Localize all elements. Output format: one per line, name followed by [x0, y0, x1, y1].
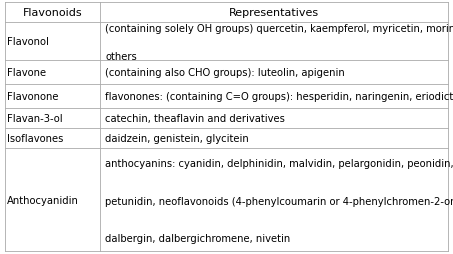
Text: Flavone: Flavone [7, 68, 46, 78]
Text: Representatives: Representatives [229, 8, 319, 18]
Text: Anthocyanidin: Anthocyanidin [7, 195, 79, 205]
Text: flavonones: (containing C=O groups): hesperidin, naringenin, eriodictyol: flavonones: (containing C=O groups): hes… [106, 91, 453, 101]
Text: Flavonone: Flavonone [7, 91, 59, 101]
Text: Flavan-3-ol: Flavan-3-ol [7, 113, 63, 123]
Text: daidzein, genistein, glycitein: daidzein, genistein, glycitein [106, 133, 249, 143]
Text: Flavonoids: Flavonoids [23, 8, 82, 18]
Text: petunidin, neoflavonoids (4-phenylcoumarin or 4-phenylchromen-2-one):: petunidin, neoflavonoids (4-phenylcoumar… [106, 196, 453, 206]
Text: (containing solely OH groups) quercetin, kaempferol, myricetin, morin and: (containing solely OH groups) quercetin,… [106, 24, 453, 34]
Text: anthocyanins: cyanidin, delphinidin, malvidin, pelargonidin, peonidin,: anthocyanins: cyanidin, delphinidin, mal… [106, 159, 453, 169]
Text: (containing also CHO groups): luteolin, apigenin: (containing also CHO groups): luteolin, … [106, 68, 345, 78]
Text: others: others [106, 51, 137, 61]
Text: Isoflavones: Isoflavones [7, 133, 63, 143]
Text: catechin, theaflavin and derivatives: catechin, theaflavin and derivatives [106, 113, 285, 123]
Text: dalbergin, dalbergichromene, nivetin: dalbergin, dalbergichromene, nivetin [106, 233, 291, 243]
Text: Flavonol: Flavonol [7, 37, 49, 47]
